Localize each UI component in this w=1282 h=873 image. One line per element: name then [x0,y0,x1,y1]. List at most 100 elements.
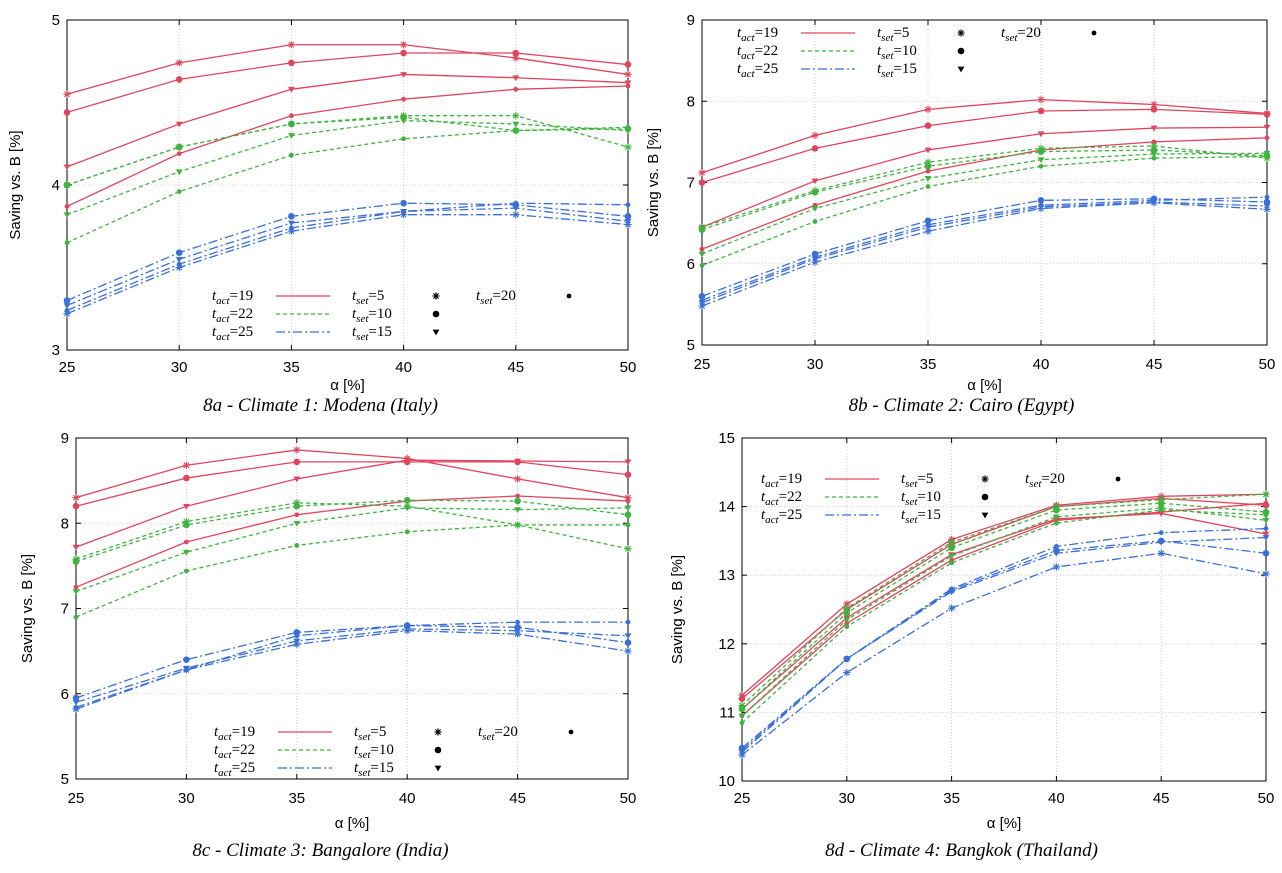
data-point-tact19-tset10 [698,179,706,186]
data-point-tact25-tset20 [1151,197,1157,203]
data-point-tact22-tset15 [1037,157,1045,164]
data-point-tact19-tset5 [924,105,932,113]
legend-marker-tset-15 [434,765,442,772]
series-line-tact19-tset15 [66,73,629,168]
data-point-tact19-tset15 [175,121,183,128]
data-point-tact22-tset20 [1158,507,1164,513]
data-point-tact22-tset20 [625,124,631,130]
data-point-tact19-tset20 [625,83,631,89]
data-point-tact25-tset15 [403,626,411,633]
x-tick-label: 50 [620,790,637,807]
data-point-tact25-tset20 [699,297,705,303]
data-point-tact25-tset20 [294,633,300,639]
series-line-tact22-tset5 [701,145,1268,228]
data-point-tact25-tset15 [175,256,183,263]
data-point-tact22-tset10 [293,502,301,510]
series-group [63,41,632,318]
legend-marker-tset-5 [957,29,965,37]
data-point-tact22-tset10 [948,544,955,552]
x-tick-label: 25 [59,359,76,376]
data-point-tact22-tset10 [288,120,295,128]
data-point-tact22-tset20 [1263,512,1269,518]
data-point-tact22-tset20 [1054,520,1059,526]
data-point-tact25-tset15 [1263,203,1271,210]
data-point-tact22-tset20 [184,568,189,574]
series-line-tact25-tset5 [701,202,1268,307]
y-tick-label: 8 [61,515,69,532]
legend-tset-5: tset=5 [877,25,909,44]
x-tick-label: 35 [288,790,305,807]
data-point-tact19-tset20 [844,620,850,626]
legend-tset-10: tset=10 [354,742,394,761]
data-point-tact19-tset10 [624,61,632,68]
data-point-tact19-tset10 [288,59,295,67]
y-tick-label: 11 [719,704,735,721]
legend-tset-20: tset=20 [1025,471,1065,490]
legend-tact-25: tact=25 [212,324,253,343]
data-point-tact25-tset15 [72,699,80,706]
data-point-tact19-tset10 [624,471,632,478]
data-point-tact22-tset5 [1052,503,1060,511]
data-point-tact25-tset15 [1262,535,1270,541]
data-point-tact22-tset20 [176,189,182,195]
data-point-tact25-tset10 [1037,197,1045,204]
data-point-tact19-tset5 [512,54,520,62]
grid [75,437,629,780]
data-point-tact22-tset20 [73,614,79,620]
series-line-tact22-tset5 [741,493,1267,707]
data-point-tact22-tset10 [183,521,190,529]
legend-tact-19: tact=19 [212,288,253,307]
data-point-tact19-tset10 [63,109,71,116]
chart-8d: 25 30 35 40 45 50 10 11 12 13 14 15 α [%] Saving vs. … [669,430,1274,832]
data-point-tact19-tset20 [515,493,520,499]
data-point-tact25-tset20 [1038,202,1044,208]
legend-tset-5: tset=5 [352,288,384,307]
data-point-tact25-tset15 [512,205,520,212]
y-tick-label: 9 [687,12,695,29]
series-line-tact22-tset20 [66,126,629,244]
grid [741,437,1267,782]
data-point-tact22-tset10 [63,181,71,189]
x-tick-label: 35 [920,356,937,373]
x-tick-label: 50 [620,359,637,376]
data-point-tact22-tset10 [1037,148,1045,155]
data-point-tact19-tset5 [400,41,408,49]
data-point-tact22-tset10 [1157,499,1165,507]
data-point-tact25-tset10 [698,292,706,300]
data-point-tact22-tset15 [403,505,411,512]
data-point-tact22-tset20 [289,152,294,158]
series-group [72,446,632,713]
data-point-tact19-tset15 [1150,125,1158,132]
data-point-tact25-tset15 [1157,539,1165,546]
legend-tact-22: tact=22 [212,306,253,325]
caption-8b: 8b - Climate 2: Cairo (Egypt) [848,395,1075,416]
grid [701,19,1268,346]
data-point-tact19-tset15 [1037,131,1045,138]
legend-tset-20: tset=20 [476,288,516,307]
y-tick-label: 10 [718,773,735,790]
data-point-tact19-tset5 [811,131,819,139]
data-point-tact22-tset20 [1038,163,1044,169]
legend-tset-15: tset=15 [354,760,394,779]
x-axis-label: α [%] [330,377,365,394]
data-point-tact22-tset15 [624,505,632,512]
data-point-tact19-tset10 [175,76,183,83]
data-point-tact25-tset20 [73,704,79,710]
data-point-tact22-tset10 [1150,146,1158,154]
chart-8b: 25 30 35 40 45 50 5 6 7 8 9 α [%] Saving vs. B [%] ta… [645,12,1275,394]
data-point-tact19-tset20 [699,246,705,252]
y-tick-label: 7 [687,175,695,192]
data-point-tact22-tset15 [924,176,932,182]
data-point-tact19-tset20 [513,86,519,92]
legend-tact-22: tact=22 [761,489,802,508]
x-tick-label: 30 [807,356,824,373]
data-point-tact19-tset15 [72,544,80,551]
data-point-tact25-tset20 [1264,194,1270,200]
series-line-tact19-tset5 [741,493,1267,696]
legend-tset-15: tset=15 [877,61,917,80]
chart-panel-8b: 25 30 35 40 45 50 5 6 7 8 9 α [%] Saving vs. B [%] ta… [641,0,1282,436]
data-point-tact19-tset10 [1263,110,1271,118]
data-point-tact19-tset5 [182,461,190,469]
data-point-tact19-tset15 [403,457,411,464]
data-point-tact19-tset20 [1151,139,1157,145]
